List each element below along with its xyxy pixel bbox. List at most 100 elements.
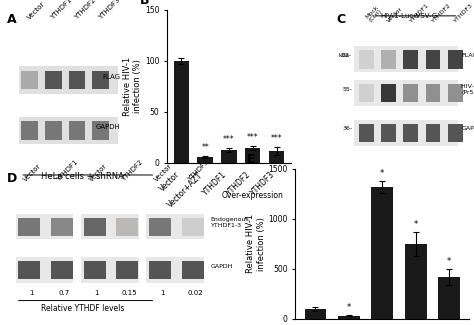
FancyBboxPatch shape — [21, 121, 38, 140]
FancyBboxPatch shape — [21, 71, 38, 89]
Text: YTHDF1: YTHDF1 — [55, 159, 79, 182]
Text: YTHDF1: YTHDF1 — [409, 2, 430, 23]
Text: 62-: 62- — [342, 53, 352, 58]
Text: 1: 1 — [160, 290, 164, 296]
Text: Vector: Vector — [88, 162, 108, 182]
Text: 0.02: 0.02 — [187, 290, 203, 296]
Text: Mock
(Ctrl): Mock (Ctrl) — [365, 4, 383, 23]
Text: *: * — [414, 220, 418, 229]
Text: E: E — [246, 153, 255, 166]
FancyBboxPatch shape — [69, 121, 85, 140]
FancyBboxPatch shape — [18, 218, 40, 236]
Text: C: C — [336, 13, 345, 26]
FancyBboxPatch shape — [403, 124, 418, 142]
Text: ***: *** — [223, 135, 235, 144]
Text: FLAG: FLAG — [103, 74, 121, 80]
Text: *: * — [447, 257, 451, 266]
FancyBboxPatch shape — [359, 124, 374, 142]
Text: FLAG: FLAG — [461, 53, 474, 58]
FancyBboxPatch shape — [81, 214, 139, 239]
FancyBboxPatch shape — [81, 257, 139, 283]
Text: Endogenous
YTHDF1-3: Endogenous YTHDF1-3 — [210, 217, 249, 228]
Text: Vector: Vector — [386, 6, 404, 23]
Bar — [245, 148, 260, 162]
Text: HIV-1 Gag
(Pr55): HIV-1 Gag (Pr55) — [461, 84, 474, 95]
Text: 1: 1 — [95, 290, 99, 296]
FancyBboxPatch shape — [116, 218, 138, 236]
Text: ***: *** — [247, 133, 258, 142]
Text: 36-: 36- — [342, 126, 352, 131]
FancyBboxPatch shape — [359, 84, 374, 102]
FancyBboxPatch shape — [403, 50, 418, 69]
FancyBboxPatch shape — [448, 124, 463, 142]
FancyBboxPatch shape — [69, 71, 85, 89]
FancyBboxPatch shape — [354, 46, 458, 72]
Y-axis label: Relative HIV-1
infection (%): Relative HIV-1 infection (%) — [246, 214, 265, 273]
Bar — [405, 244, 427, 318]
Text: HeLa cells + shRNA: HeLa cells + shRNA — [41, 172, 124, 181]
Text: 55-: 55- — [342, 87, 352, 92]
Bar — [173, 61, 189, 162]
Text: YTHDF3: YTHDF3 — [97, 0, 121, 20]
FancyBboxPatch shape — [426, 50, 440, 69]
FancyBboxPatch shape — [18, 261, 40, 279]
Text: ***: *** — [271, 134, 283, 143]
Text: GAPDH: GAPDH — [210, 264, 233, 269]
FancyBboxPatch shape — [45, 121, 62, 140]
Text: YTHDF2: YTHDF2 — [73, 0, 97, 20]
FancyBboxPatch shape — [182, 218, 204, 236]
FancyBboxPatch shape — [51, 261, 73, 279]
Text: Vector: Vector — [154, 162, 173, 182]
FancyBboxPatch shape — [83, 218, 106, 236]
FancyBboxPatch shape — [16, 214, 73, 239]
FancyBboxPatch shape — [51, 218, 73, 236]
FancyBboxPatch shape — [448, 50, 463, 69]
Text: YTHDF2: YTHDF2 — [431, 2, 452, 23]
FancyBboxPatch shape — [19, 66, 118, 94]
FancyBboxPatch shape — [45, 71, 62, 89]
FancyBboxPatch shape — [116, 261, 138, 279]
Text: 0.15: 0.15 — [122, 290, 137, 296]
FancyBboxPatch shape — [426, 124, 440, 142]
Text: GAPDH: GAPDH — [461, 126, 474, 131]
Text: GAPDH: GAPDH — [96, 124, 121, 130]
Bar — [304, 308, 326, 318]
FancyBboxPatch shape — [381, 84, 396, 102]
Text: *: * — [346, 303, 351, 312]
FancyBboxPatch shape — [403, 84, 418, 102]
Text: YTHDF3: YTHDF3 — [453, 2, 474, 23]
Text: D: D — [7, 172, 17, 185]
Bar — [372, 187, 393, 318]
Text: Over-expression: Over-expression — [222, 191, 283, 200]
Y-axis label: Relative HIV-1
infection (%): Relative HIV-1 infection (%) — [123, 57, 142, 116]
Text: YTHDF2: YTHDF2 — [121, 159, 145, 182]
Text: **: ** — [201, 143, 209, 152]
Text: HIV-1-Luc/VSV-G: HIV-1-Luc/VSV-G — [380, 13, 438, 19]
FancyBboxPatch shape — [149, 218, 171, 236]
Text: 0.7: 0.7 — [58, 290, 70, 296]
Text: Vector: Vector — [26, 0, 46, 20]
Text: Relative YTHDF levels: Relative YTHDF levels — [41, 304, 124, 313]
Bar — [197, 157, 213, 162]
FancyBboxPatch shape — [354, 80, 458, 106]
FancyBboxPatch shape — [146, 214, 204, 239]
FancyBboxPatch shape — [83, 261, 106, 279]
FancyBboxPatch shape — [19, 117, 118, 144]
Text: YTHDF3: YTHDF3 — [186, 159, 210, 182]
FancyBboxPatch shape — [354, 120, 458, 146]
FancyBboxPatch shape — [448, 84, 463, 102]
FancyBboxPatch shape — [359, 50, 374, 69]
Text: B: B — [140, 0, 149, 7]
Text: Vector: Vector — [22, 162, 43, 182]
Bar — [269, 151, 284, 162]
Text: YTHDF1: YTHDF1 — [50, 0, 73, 20]
Text: kDa: kDa — [339, 53, 350, 58]
FancyBboxPatch shape — [426, 84, 440, 102]
Bar — [438, 277, 460, 318]
Bar — [221, 150, 237, 162]
FancyBboxPatch shape — [92, 71, 109, 89]
FancyBboxPatch shape — [381, 50, 396, 69]
Text: *: * — [380, 169, 384, 178]
Text: 1: 1 — [29, 290, 34, 296]
FancyBboxPatch shape — [381, 124, 396, 142]
